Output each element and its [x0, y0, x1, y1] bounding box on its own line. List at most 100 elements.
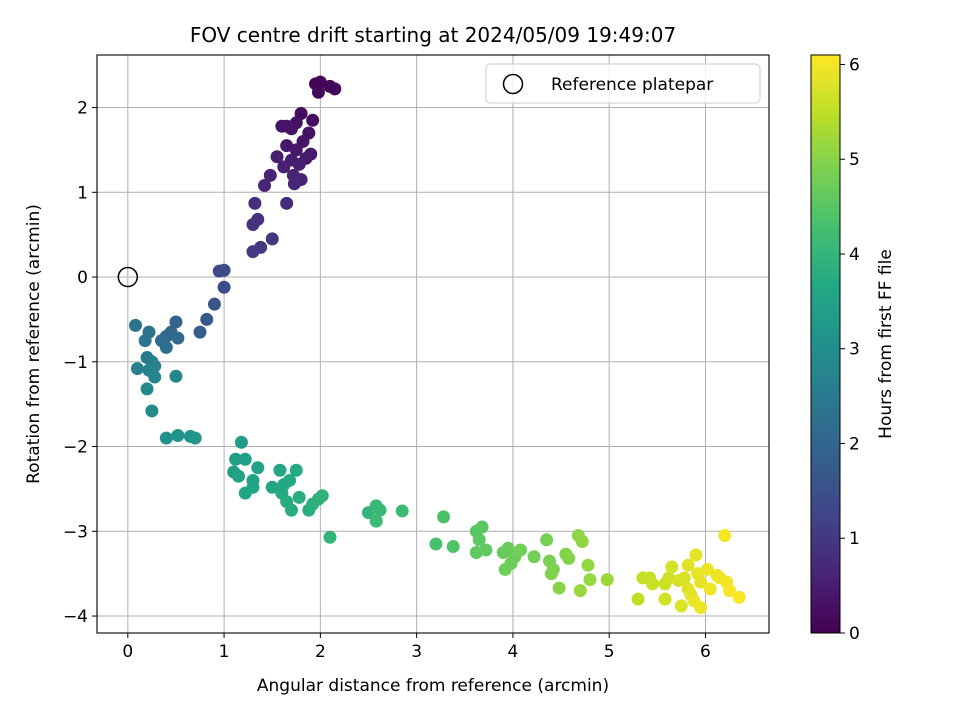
- data-point: [312, 86, 325, 99]
- data-point: [437, 510, 450, 523]
- data-point: [275, 120, 288, 133]
- data-point: [280, 197, 293, 210]
- data-point: [678, 571, 691, 584]
- data-point: [160, 341, 173, 354]
- data-point: [246, 218, 259, 231]
- data-point: [574, 584, 587, 597]
- data-point: [370, 515, 383, 528]
- x-axis-ticks: 0 1 2 3 4 5 6: [122, 633, 710, 662]
- data-point: [583, 573, 596, 586]
- data-point: [665, 560, 678, 573]
- colorbar-tick-label: 0: [849, 624, 860, 644]
- data-point: [169, 370, 182, 383]
- x-tick-label: 5: [604, 642, 615, 662]
- data-point: [323, 531, 336, 544]
- data-point: [189, 432, 202, 445]
- data-point: [316, 489, 329, 502]
- colorbar-tick-label: 2: [849, 434, 860, 454]
- x-tick-label: 6: [700, 642, 711, 662]
- data-point: [528, 550, 541, 563]
- data-point: [675, 599, 688, 612]
- data-point: [239, 487, 252, 500]
- data-point: [540, 533, 553, 546]
- data-point: [293, 158, 306, 171]
- data-point: [576, 535, 589, 548]
- data-point: [704, 582, 717, 595]
- y-tick-label: 2: [77, 99, 88, 119]
- data-point: [171, 332, 184, 345]
- data-point: [218, 264, 231, 277]
- colorbar-tick-label: 6: [849, 55, 860, 75]
- legend-label: Reference platepar: [551, 75, 713, 95]
- x-tick-label: 0: [122, 642, 133, 662]
- data-point: [246, 245, 259, 258]
- x-tick-label: 2: [315, 642, 326, 662]
- data-point: [601, 573, 614, 586]
- data-point: [232, 470, 245, 483]
- data-point: [200, 313, 213, 326]
- data-point: [429, 538, 442, 551]
- colorbar-label: Hours from first FF file: [876, 249, 896, 439]
- data-point: [171, 429, 184, 442]
- data-point: [235, 436, 248, 449]
- colorbar-ticks: 0 1 2 3 4 5 6: [840, 55, 860, 644]
- data-point: [288, 177, 301, 190]
- data-point: [562, 552, 575, 565]
- legend: Reference platepar: [486, 64, 760, 103]
- data-point: [646, 577, 659, 590]
- x-tick-label: 3: [411, 642, 422, 662]
- x-tick-label: 1: [219, 642, 230, 662]
- y-axis-label: Rotation from reference (arcmin): [24, 204, 44, 484]
- data-point: [499, 563, 512, 576]
- data-point: [293, 491, 306, 504]
- colorbar-tick-label: 3: [849, 340, 860, 360]
- data-point: [476, 521, 489, 534]
- data-point: [479, 543, 492, 556]
- chart-title: FOV centre drift starting at 2024/05/09 …: [190, 23, 676, 47]
- colorbar-tick-label: 1: [849, 529, 860, 549]
- data-point: [290, 464, 303, 477]
- data-point: [194, 326, 207, 339]
- data-point: [733, 591, 746, 604]
- data-point: [131, 362, 144, 375]
- y-tick-label: −4: [63, 607, 88, 627]
- colorbar: 0 1 2 3 4 5 6 Hours from first FF file: [811, 55, 896, 644]
- y-tick-label: 1: [77, 183, 88, 203]
- data-point: [251, 461, 264, 474]
- data-point: [239, 453, 252, 466]
- data-point: [266, 232, 279, 245]
- data-point: [160, 432, 173, 445]
- data-point: [545, 567, 558, 580]
- y-tick-label: 0: [77, 268, 88, 288]
- x-tick-label: 4: [507, 642, 518, 662]
- y-tick-label: −2: [63, 438, 88, 458]
- data-point: [447, 540, 460, 553]
- colorbar-gradient: [811, 55, 840, 633]
- data-point: [139, 334, 152, 347]
- data-point: [396, 504, 409, 517]
- data-point: [145, 404, 158, 417]
- data-point: [689, 549, 702, 562]
- data-point: [694, 601, 707, 614]
- data-point: [659, 593, 672, 606]
- colorbar-tick-label: 4: [849, 245, 860, 265]
- data-point: [141, 382, 154, 395]
- data-point: [582, 559, 595, 572]
- data-point: [374, 504, 387, 517]
- data-point: [632, 593, 645, 606]
- data-point: [148, 371, 161, 384]
- data-point: [718, 529, 731, 542]
- data-point: [328, 82, 341, 95]
- data-point: [514, 543, 527, 556]
- colorbar-tick-label: 5: [849, 150, 860, 170]
- data-point: [306, 114, 319, 127]
- scatter-points: [129, 76, 746, 614]
- data-point: [129, 319, 142, 332]
- data-point: [285, 504, 298, 517]
- data-point: [208, 298, 221, 311]
- x-axis-label: Angular distance from reference (arcmin): [257, 676, 609, 696]
- data-point: [273, 464, 286, 477]
- data-point: [248, 197, 261, 210]
- data-point: [258, 179, 271, 192]
